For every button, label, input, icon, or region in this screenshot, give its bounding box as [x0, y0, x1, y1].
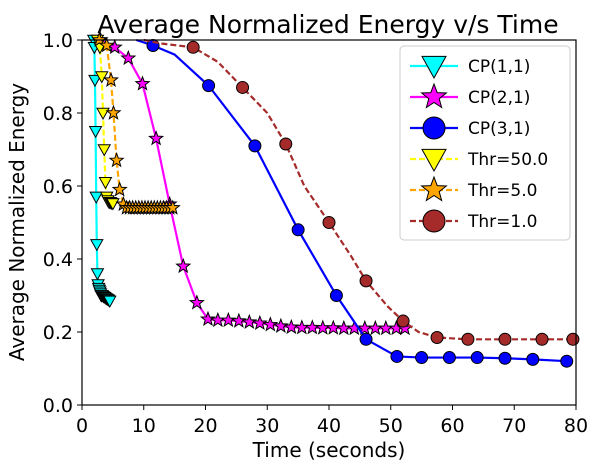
legend-item: CP(2,1): [410, 82, 530, 109]
data-point: [94, 71, 109, 84]
data-point: [90, 268, 105, 281]
data-point: [566, 332, 580, 346]
series-layer: [86, 31, 580, 368]
data-point: [390, 349, 404, 363]
legend: CP(1,1) CP(2,1) CP(3,1) Thr=50.0 Thr=5.0 Thr=…: [399, 45, 571, 241]
data-point: [220, 311, 237, 328]
data-point: [241, 313, 258, 329]
legend-label: Thr=50.0: [467, 150, 548, 170]
y-tick-label: 0.0: [43, 395, 73, 417]
x-axis-label: Time (seconds): [252, 438, 406, 462]
data-point: [120, 49, 137, 66]
legend-label: Thr=1.0: [467, 212, 537, 232]
series-5: [91, 31, 181, 215]
data-point: [188, 294, 205, 310]
data-point: [329, 289, 343, 302]
x-tick-label: 80: [564, 415, 588, 437]
legend-item: Thr=50.0: [410, 148, 548, 173]
data-point: [251, 314, 268, 331]
data-point: [96, 107, 110, 121]
data-point: [199, 310, 216, 327]
data-point: [498, 351, 512, 365]
y-axis-label: Average Normalized Energy: [5, 83, 29, 361]
data-point: [359, 274, 373, 288]
y-tick-label: 0.6: [43, 176, 73, 198]
legend-label: CP(3,1): [468, 119, 530, 139]
data-point: [103, 71, 120, 87]
y-axis-ticks: 0.0 0.2 0.4 0.6 0.8 1.0: [43, 30, 82, 417]
x-tick-label: 20: [193, 415, 217, 437]
data-point: [535, 332, 549, 346]
y-tick-label: 0.8: [43, 103, 73, 125]
chart-title: Average Normalized Energy v/s Time: [97, 10, 558, 39]
data-point: [526, 352, 540, 366]
data-point: [175, 257, 192, 274]
legend-item: Thr=1.0: [410, 209, 537, 233]
legend-item: Thr=5.0: [410, 175, 537, 202]
legend-item: CP(1,1): [410, 55, 530, 80]
y-tick-label: 0.2: [43, 322, 73, 344]
y-tick-label: 0.4: [43, 249, 73, 271]
data-point: [560, 354, 574, 368]
data-point: [108, 152, 125, 168]
data-point: [442, 351, 456, 365]
legend-label: CP(2,1): [468, 88, 530, 108]
data-point: [98, 37, 115, 53]
legend-marker: [421, 148, 447, 173]
data-point: [359, 332, 373, 346]
data-point: [415, 351, 429, 365]
data-point: [148, 130, 165, 146]
legend-marker: [421, 55, 447, 80]
series-6: [143, 38, 580, 346]
data-point: [89, 239, 104, 252]
x-tick-label: 40: [317, 415, 341, 437]
series-4: [90, 34, 120, 211]
y-tick-label: 1.0: [43, 30, 73, 52]
data-point: [105, 104, 122, 120]
data-point: [134, 75, 151, 91]
series-1: [86, 34, 117, 309]
x-tick-label: 60: [440, 415, 464, 437]
data-point: [202, 79, 216, 93]
data-point: [262, 316, 279, 332]
legend-label: CP(1,1): [468, 57, 530, 77]
data-point: [88, 74, 102, 88]
data-point: [98, 177, 113, 190]
data-point: [97, 144, 112, 157]
data-point: [272, 317, 289, 333]
data-point: [88, 125, 103, 139]
data-point: [89, 191, 104, 204]
data-point: [102, 295, 117, 309]
data-point: [236, 80, 250, 94]
data-point: [111, 181, 128, 197]
data-point: [291, 223, 305, 237]
legend-marker: [422, 116, 446, 140]
legend-marker: [422, 209, 446, 233]
legend-marker: [420, 175, 448, 202]
data-point: [164, 199, 181, 215]
x-tick-label: 30: [255, 415, 279, 437]
data-point: [279, 137, 293, 151]
data-point: [430, 330, 444, 344]
x-tick-label: 10: [132, 415, 156, 437]
x-tick-label: 70: [502, 415, 526, 437]
data-point: [322, 216, 336, 229]
legend-label: Thr=5.0: [467, 181, 537, 201]
x-tick-label: 0: [76, 415, 88, 437]
x-axis-ticks: 0 10 20 30 40 50 60 70 80: [76, 405, 588, 437]
data-point: [498, 332, 512, 346]
series-3: [135, 38, 574, 368]
data-point: [461, 332, 475, 346]
data-point: [470, 351, 484, 365]
legend-item: CP(3,1): [410, 116, 530, 140]
data-point: [396, 314, 410, 328]
data-point: [186, 40, 200, 54]
data-point: [106, 198, 120, 211]
data-point: [248, 139, 262, 153]
data-point: [230, 312, 247, 328]
legend-marker: [420, 82, 448, 109]
x-tick-label: 50: [379, 415, 403, 437]
